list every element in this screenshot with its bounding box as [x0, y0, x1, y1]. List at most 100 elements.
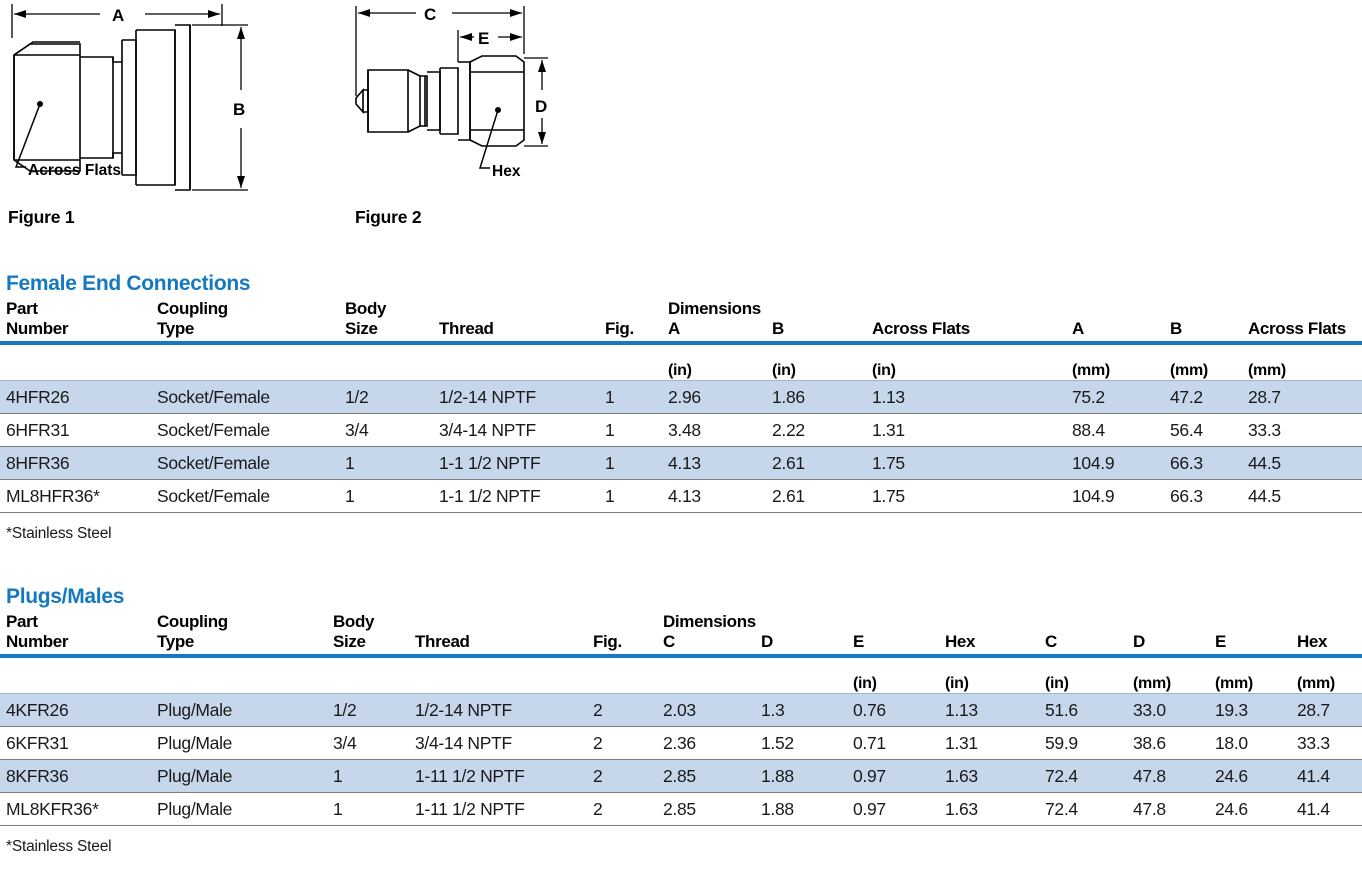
cell-dim-b-in: 1.86: [772, 380, 872, 414]
footnote-stainless-steel: *Stainless Steel: [6, 838, 112, 855]
cell-fig: 2: [593, 693, 663, 727]
cell-fig: 1: [605, 446, 668, 480]
cell-dim-d-mm: 47.8: [1133, 759, 1215, 793]
col-thread: Thread: [415, 632, 470, 651]
cell-fig: 1: [605, 479, 668, 513]
table-row[interactable]: ML8KFR36* Plug/Male 1 1-11 1/2 NPTF 2 2.…: [0, 792, 1362, 826]
unit-fig: [605, 345, 668, 381]
cell-across-flats-in: 1.75: [872, 446, 1072, 480]
cell-dim-e-mm: 24.6: [1215, 792, 1297, 826]
table-row[interactable]: 6KFR31 Plug/Male 3/4 3/4-14 NPTF 2 2.36 …: [0, 726, 1362, 760]
cell-coupling-type: Socket/Female: [157, 479, 345, 513]
cell-hex-in: 1.31: [945, 726, 1045, 760]
cell-dim-d-mm: 47.8: [1133, 792, 1215, 826]
table-row[interactable]: 8KFR36 Plug/Male 1 1-11 1/2 NPTF 2 2.85 …: [0, 759, 1362, 793]
units-row: (in) (in) (in) (mm) (mm) (mm): [0, 658, 1362, 694]
section-title-plugs: Plugs/Males: [6, 585, 125, 608]
cell-hex-in: 1.63: [945, 759, 1045, 793]
cell-dim-e-in: 0.76: [853, 693, 945, 727]
unit-part-number: [0, 658, 157, 694]
unit-coupling-type: [157, 658, 333, 694]
col-hex-mm: Hex: [1297, 632, 1328, 651]
cell-part-number: 4KFR26: [0, 693, 157, 727]
cell-dim-a-mm: 75.2: [1072, 380, 1170, 414]
cell-across-flats-mm: 44.5: [1248, 446, 1362, 480]
cell-dim-b-mm: 56.4: [1170, 413, 1248, 447]
cell-across-flats-in: 1.75: [872, 479, 1072, 513]
cell-across-flats-in: 1.31: [872, 413, 1072, 447]
cell-body-size: 1: [345, 479, 439, 513]
cell-thread: 3/4-14 NPTF: [415, 726, 593, 760]
col-coupling-type: Coupling Type: [157, 612, 228, 651]
plugs-males-block: Plugs/Males Part Number Coupling Type Bo…: [0, 585, 1362, 856]
cell-body-size: 1/2: [345, 380, 439, 414]
figure-2-dim-e-label: E: [478, 29, 489, 48]
cell-dim-b-mm: 66.3: [1170, 446, 1248, 480]
unit-dim-a-in: (in): [668, 362, 692, 379]
cell-body-size: 1: [333, 759, 415, 793]
cell-body-size: 3/4: [345, 413, 439, 447]
cell-dim-e-in: 0.97: [853, 792, 945, 826]
cell-part-number: ML8KFR36*: [0, 792, 157, 826]
cell-coupling-type: Plug/Male: [157, 726, 333, 760]
table-row[interactable]: 4HFR26 Socket/Female 1/2 1/2-14 NPTF 1 2…: [0, 380, 1362, 414]
unit-dim-d-mm: (mm): [1133, 675, 1171, 692]
col-across-flats-in: Across Flats: [872, 319, 970, 338]
figure-2-hex-callout: Hex: [492, 163, 521, 180]
table-row[interactable]: 6HFR31 Socket/Female 3/4 3/4-14 NPTF 1 3…: [0, 413, 1362, 447]
figure-2-caption: Figure 2: [355, 207, 422, 227]
cell-hex-mm: 33.3: [1297, 726, 1362, 760]
cell-across-flats-in: 1.13: [872, 380, 1072, 414]
unit-thread: [415, 658, 593, 694]
cell-fig: 2: [593, 792, 663, 826]
cell-dim-c-mm: 59.9: [1045, 726, 1133, 760]
figure-2-dim-c-label: C: [424, 5, 436, 24]
col-hex-in: Hex: [945, 632, 976, 651]
female-end-connections-table: Part Number Coupling Type Body Size Thre…: [0, 299, 1362, 513]
col-fig: Fig.: [593, 632, 622, 651]
cell-dim-d-in: 1.52: [761, 726, 853, 760]
col-part-number: Part Number: [6, 612, 69, 651]
col-dim-c-in: Dimensions C: [663, 612, 756, 651]
cell-thread: 1/2-14 NPTF: [439, 380, 605, 414]
cell-dim-b-mm: 66.3: [1170, 479, 1248, 513]
col-dim-d-in: D: [761, 632, 773, 651]
cell-dim-c-in: 2.36: [663, 726, 761, 760]
col-coupling-type: Coupling Type: [157, 299, 228, 338]
unit-dim-d-in: [761, 658, 853, 694]
cell-fig: 2: [593, 726, 663, 760]
cell-part-number: 8KFR36: [0, 759, 157, 793]
cell-hex-mm: 28.7: [1297, 693, 1362, 727]
unit-dim-c-mm: (in): [1045, 675, 1069, 692]
cell-part-number: ML8HFR36*: [0, 479, 157, 513]
table-row[interactable]: 8HFR36 Socket/Female 1 1-1 1/2 NPTF 1 4.…: [0, 446, 1362, 480]
table-row[interactable]: 4KFR26 Plug/Male 1/2 1/2-14 NPTF 2 2.03 …: [0, 693, 1362, 727]
col-dim-a-in: Dimensions A: [668, 299, 761, 338]
cell-dim-c-in: 2.85: [663, 759, 761, 793]
cell-dim-a-in: 4.13: [668, 446, 772, 480]
cell-dim-a-mm: 88.4: [1072, 413, 1170, 447]
table-bottom-rule: [0, 825, 1362, 826]
cell-coupling-type: Socket/Female: [157, 413, 345, 447]
cell-part-number: 6HFR31: [0, 413, 157, 447]
col-dim-e-mm: E: [1215, 632, 1226, 651]
unit-part-number: [0, 345, 157, 381]
unit-across-flats-in: (in): [872, 362, 896, 379]
cell-fig: 1: [605, 413, 668, 447]
col-across-flats-mm: Across Flats: [1248, 319, 1346, 338]
figure-1-dim-a-label: A: [112, 6, 124, 25]
cell-thread: 1-11 1/2 NPTF: [415, 792, 593, 826]
cell-coupling-type: Socket/Female: [157, 446, 345, 480]
cell-body-size: 1/2: [333, 693, 415, 727]
cell-dim-d-mm: 33.0: [1133, 693, 1215, 727]
cell-across-flats-mm: 33.3: [1248, 413, 1362, 447]
col-body-size: Body Size: [333, 612, 375, 651]
figure-1-drawing: A B Across Flats: [11, 4, 248, 191]
cell-across-flats-mm: 44.5: [1248, 479, 1362, 513]
cell-hex-in: 1.63: [945, 792, 1045, 826]
cell-thread: 1-1 1/2 NPTF: [439, 479, 605, 513]
unit-body-size: [345, 345, 439, 381]
cell-dim-b-in: 2.22: [772, 413, 872, 447]
table-row[interactable]: ML8HFR36* Socket/Female 1 1-1 1/2 NPTF 1…: [0, 479, 1362, 513]
figure-1-dim-b-label: B: [233, 100, 245, 119]
